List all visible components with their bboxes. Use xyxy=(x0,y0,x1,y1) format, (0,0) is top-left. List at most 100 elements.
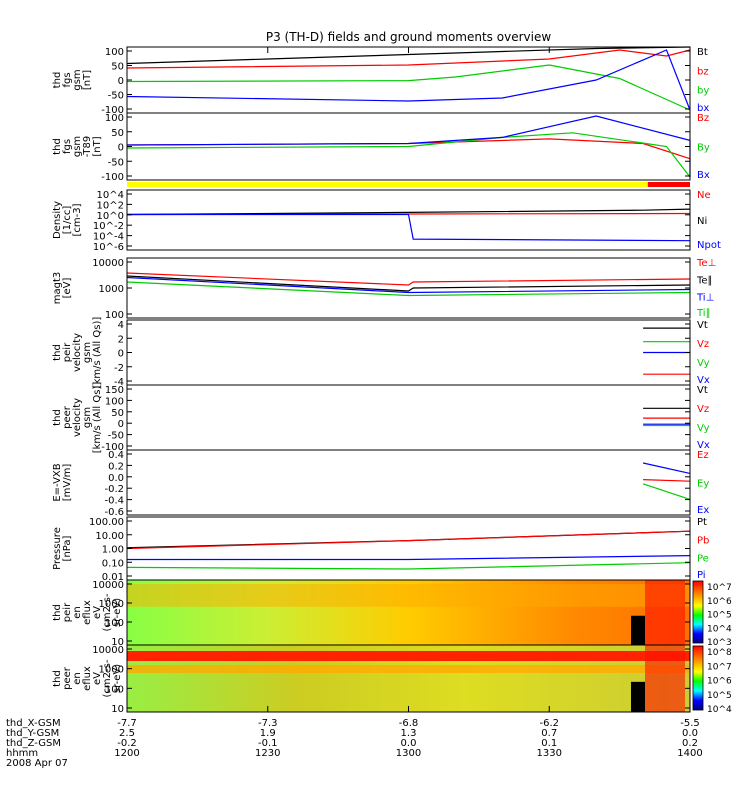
legend-bx: bx xyxy=(697,103,709,114)
y-axis-label: gsm xyxy=(82,342,93,363)
series-line-by xyxy=(126,64,691,111)
y-tick-label: 0.2 xyxy=(108,461,124,472)
x-axis-value: -6.8 xyxy=(399,718,419,729)
panel-frame xyxy=(126,449,691,516)
panel-pressure: Pt Pb Pe Pi 100.00 10.00 1.00 0.10 0.01 Pressure[… xyxy=(52,516,709,583)
y-tick-label: 0.4 xyxy=(108,450,124,461)
x-axis-value: -0.1 xyxy=(258,738,278,749)
panel-vxb: Ez Ey Ex 0.40.20.0-0.2-0.4-0.6 E=-VXB [mV/m] xyxy=(52,449,709,518)
series-line-bx xyxy=(126,49,691,111)
colorbar-label: 10^8 xyxy=(707,648,732,658)
y-tick-label: -50 xyxy=(108,91,124,102)
y-axis-label: gsm xyxy=(82,407,93,428)
y-tick-label: -50 xyxy=(108,431,124,442)
y-axis-label: thd xyxy=(52,670,63,687)
x-axis-value: 0.0 xyxy=(682,728,698,739)
y-axis-label: thd xyxy=(52,138,63,155)
legend-Pb: Pb xyxy=(697,535,709,546)
x-axis-value: 1230 xyxy=(255,748,280,759)
y-tick-label: -50 xyxy=(108,157,124,168)
y-axis-label: E=-VXB xyxy=(52,463,63,501)
colorbar xyxy=(692,580,704,644)
legend-bz: bz xyxy=(697,66,709,77)
y-axis-label: en xyxy=(72,606,83,619)
legend-Te∥: Te∥ xyxy=(696,275,713,286)
spectrogram-mid-band xyxy=(127,665,690,673)
series-line-Ex xyxy=(642,462,691,474)
y-axis-label: [eV] xyxy=(62,278,73,299)
legend-Ti⊥: Ti⊥ xyxy=(696,293,714,304)
panel-peir-spectrogram: 10^7 10^6 10^5 10^4 10^3 10000 1000 100 10 thd pei… xyxy=(52,579,732,648)
y-tick-label: 1000 xyxy=(99,284,124,295)
panel-peir-velocity: Vt Vz Vy Vx 4 2 0 -2 -4 thd peir velocity gsm [km/s (… xyxy=(52,317,710,389)
y-tick-label: 10^-4 xyxy=(93,232,124,243)
y-tick-label: 0.0 xyxy=(108,473,124,484)
y-axis-label: [mV/m] xyxy=(62,464,73,502)
x-axis-value: 0.0 xyxy=(401,738,417,749)
legend-Ey: Ey xyxy=(697,479,709,490)
y-axis-label: peer xyxy=(62,666,73,690)
series-line-Te∥ xyxy=(126,275,691,292)
colorbar-label: 10^4 xyxy=(707,705,732,715)
legend-Pi: Pi xyxy=(697,570,706,581)
legend-Ez: Ez xyxy=(697,450,709,461)
y-axis-label: [km/s (All Qs)] xyxy=(92,317,103,389)
series-line-Ti∥ xyxy=(126,281,691,297)
spectrogram-high-flux-region xyxy=(645,645,685,712)
legend-Vx: Vx xyxy=(697,375,710,386)
y-tick-label: 100.00 xyxy=(89,517,124,528)
y-axis-label: -T89 xyxy=(82,136,93,158)
y-tick-label: 10.00 xyxy=(95,531,124,542)
y-tick-label: -100 xyxy=(101,442,124,453)
y-tick-label: -4 xyxy=(114,377,124,388)
panel-frame xyxy=(126,384,691,451)
chart-title: P3 (TH-D) fields and ground moments over… xyxy=(266,30,551,44)
y-tick-label: 50 xyxy=(111,408,124,419)
y-axis-label: [nT] xyxy=(82,70,93,90)
y-tick-label: 10^0 xyxy=(97,211,124,222)
series-line-Ti⊥ xyxy=(126,276,691,294)
y-axis-label: gsm xyxy=(72,136,83,157)
spectrogram-high-energy-band xyxy=(127,584,690,607)
y-tick-label: 100 xyxy=(105,618,124,629)
y-tick-label: 2 xyxy=(118,334,124,345)
y-axis-label: fgs xyxy=(62,139,73,154)
panel-density: Ne Ni Npot 10^410^210^010^-210^-410^-6 Densi… xyxy=(52,189,721,253)
legend-Ti∥: Ti∥ xyxy=(696,308,711,319)
legend-Vt: Vt xyxy=(697,320,708,331)
x-axis-row-label: thd_Y-GSM xyxy=(6,728,59,739)
y-tick-label: 100 xyxy=(105,310,124,321)
x-axis-value: 1330 xyxy=(537,748,562,759)
legend-Ne: Ne xyxy=(697,190,711,201)
legend-Vz: Vz xyxy=(697,339,709,350)
mode-bar-segment-1 xyxy=(647,182,690,187)
series-line-Pi xyxy=(127,555,691,561)
y-axis-label: thd xyxy=(52,344,63,361)
series-line-By xyxy=(126,132,691,178)
y-tick-label: 1.00 xyxy=(102,545,124,556)
colorbar-label: 10^5 xyxy=(707,611,732,621)
legend-By: By xyxy=(697,143,710,154)
y-axis-label: (cm2-s- xyxy=(102,659,113,697)
y-tick-label: 0 xyxy=(118,143,124,154)
colorbar-label: 10^6 xyxy=(707,677,732,687)
x-axis-row-label: thd_Z-GSM xyxy=(6,738,61,749)
y-axis-label: sr-eV) xyxy=(112,598,123,627)
y-tick-label: 10^-2 xyxy=(93,221,124,232)
y-tick-label: -100 xyxy=(101,172,124,183)
y-tick-label: 0 xyxy=(118,419,124,430)
y-tick-label: 50 xyxy=(111,128,124,139)
y-tick-label: 50 xyxy=(111,62,124,73)
x-axis-value: 2.5 xyxy=(119,728,135,739)
panel-frame xyxy=(126,257,691,319)
y-tick-label: 0.10 xyxy=(102,558,124,569)
y-tick-label: 100 xyxy=(105,47,124,58)
x-axis-value: 1300 xyxy=(396,748,421,759)
series-line-bz xyxy=(126,49,691,69)
y-axis-label: peir xyxy=(62,342,73,362)
y-axis-label: gsm xyxy=(72,69,83,90)
y-axis-label: [km/s (All Qs)] xyxy=(92,382,103,454)
series-line-Bz xyxy=(126,138,691,160)
series-line-Ey xyxy=(642,483,691,500)
x-axis-value: 0.2 xyxy=(682,738,698,749)
